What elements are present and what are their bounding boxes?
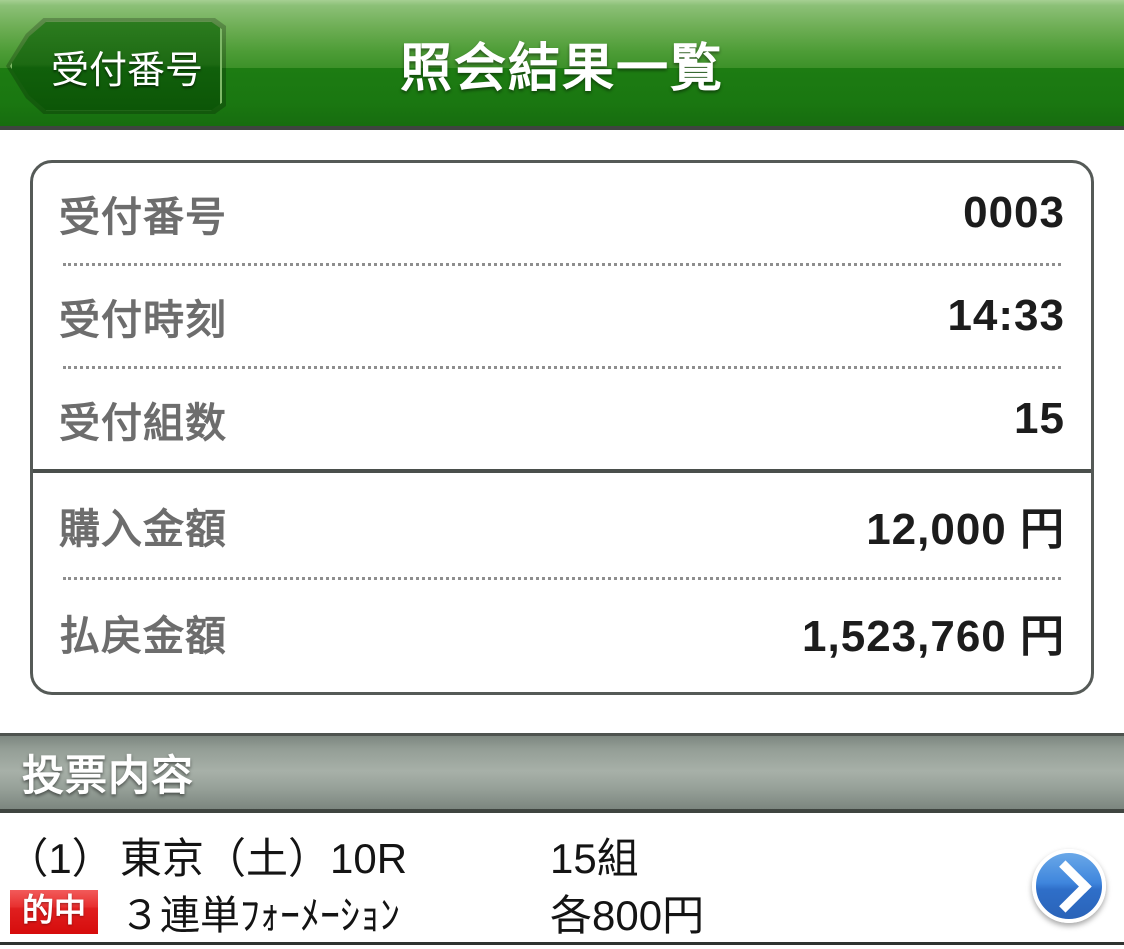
info-row-receipt-number: 受付番号 0003 [59,163,1065,263]
info-row-receipt-time: 受付時刻 14:33 [59,266,1065,366]
back-button-label: 受付番号 [50,49,203,92]
row-separator-dotted [63,366,1061,369]
bet-row-line-top: （1） 東京（土）10R 15組 [0,827,1124,883]
summary-group-receipt: 受付番号 0003 受付時刻 14:33 受付組数 15 [33,163,1091,469]
section-title: 投票内容 [22,752,195,799]
info-row-receipt-count: 受付組数 15 [59,369,1065,469]
bet-list: （1） 東京（土）10R 15組 的中 ３連単ﾌｫｰﾒｰｼｮﾝ 各800円 [0,817,1124,949]
status-badge: 的中 [10,890,99,934]
group-separator-solid [33,469,1091,473]
info-label: 受付時刻 [59,297,227,343]
summary-group-amount: 購入金額 12,000 円 払戻金額 1,523,760 円 [33,473,1091,684]
info-value: 1,523,760 円 [802,612,1065,661]
hit-badge-cell: 的中 [0,890,120,934]
info-value: 0003 [963,188,1065,237]
info-label: 購入金額 [59,506,227,552]
bet-combinations-label: 15組 [550,834,639,882]
chevron-right-icon [1038,859,1092,913]
info-label: 受付番号 [59,194,227,240]
header-bottom-rule [0,126,1124,130]
app-header: 照会結果一覧 受付番号 [0,0,1124,130]
summary-card: 受付番号 0003 受付時刻 14:33 受付組数 15 購入金額 12,000… [30,160,1094,695]
bet-type-label: ３連単ﾌｫｰﾒｰｼｮﾝ [120,894,400,938]
info-row-purchase-amount: 購入金額 12,000 円 [59,473,1065,577]
page-title: 照会結果一覧 [399,39,724,98]
bet-amount-label: 各800円 [550,891,705,939]
info-row-payout-amount: 払戻金額 1,523,760 円 [59,580,1065,684]
bet-race-label: 東京（土）10R [120,834,408,882]
info-value: 15 [1014,394,1065,443]
info-label: 受付組数 [59,400,227,446]
bet-index-label: （1） [6,834,114,882]
info-label: 払戻金額 [59,613,227,659]
row-separator-dotted [63,263,1061,266]
row-separator-dotted [63,577,1061,580]
section-header-bet-contents: 投票内容 [0,733,1124,813]
next-detail-button[interactable] [1032,849,1106,923]
info-value: 14:33 [947,291,1065,340]
bet-row-line-bottom: 的中 ３連単ﾌｫｰﾒｰｼｮﾝ 各800円 [0,883,1124,941]
summary-card-area: 受付番号 0003 受付時刻 14:33 受付組数 15 購入金額 12,000… [0,130,1124,730]
back-button[interactable]: 受付番号 [10,21,222,111]
info-value: 12,000 円 [866,505,1065,554]
bet-list-item[interactable]: （1） 東京（土）10R 15組 的中 ３連単ﾌｫｰﾒｰｼｮﾝ 各800円 [0,817,1124,945]
